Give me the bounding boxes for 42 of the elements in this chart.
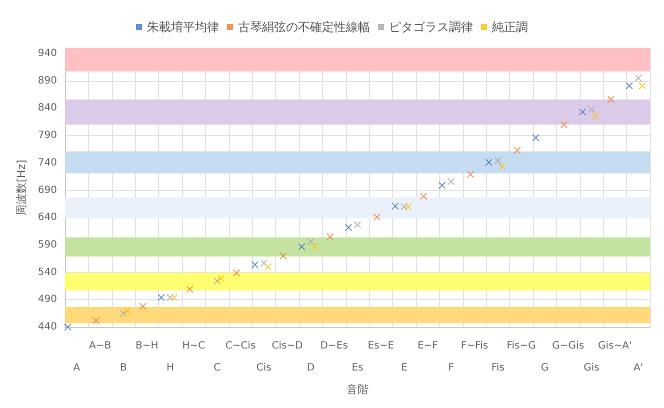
x-tick-label: C~Cis [225,340,256,352]
x-tick-label: Gis~A' [598,340,632,352]
x-tick-label: A [73,362,80,374]
x-tick-label: A' [634,362,644,374]
x-tick-label: A~B [89,340,112,352]
x-tick-label: H~C [182,340,206,352]
legend-label: ピタゴラス調律 [389,20,473,34]
y-tick-label: 740 [38,157,57,168]
y-tick-label: 940 [38,48,57,59]
y-tick-label: 890 [38,75,57,86]
x-tick-label: Es~E [368,340,394,352]
y-tick-label: 840 [38,102,57,114]
x-tick-label: F~Fis [460,340,488,352]
x-tick-label: G~Gis [552,340,584,352]
x-tick-label: G [540,362,549,374]
y-tick-label: 640 [38,212,57,224]
x-tick-label: Gis [584,362,600,374]
x-tick-label: D~Es [320,340,348,352]
x-axis-title: 音階 [346,383,368,396]
legend-label: 古琴絹弦の不確定性線幅 [238,20,370,34]
x-tick-label: F [448,362,454,374]
x-tick-label: Es [352,362,364,374]
legend-label: 純正調 [492,20,528,34]
y-tick-label: 440 [38,322,57,333]
x-tick-label: B [120,362,128,374]
x-tick-label: H [166,362,174,374]
x-tick-label: C [214,362,221,374]
x-tick-label: Cis [256,362,272,374]
x-tick-label: Cis~D [272,340,304,352]
x-tick-label: Fis [491,362,504,374]
y-tick-label: 690 [38,184,57,196]
legend-label: 朱載堉平均律 [147,20,219,34]
y-tick-label: 590 [38,240,57,251]
x-tick-label: Fis~G [506,340,536,352]
y-tick-label: 490 [38,294,57,306]
y-axis-title: 周波数[Hz] [15,160,28,216]
x-tick-label: D [306,362,315,374]
y-tick-label: 790 [38,130,57,142]
x-tick-label: E [401,362,408,374]
x-tick-label: E~F [417,340,438,352]
y-tick-label: 540 [38,266,57,278]
x-tick-label: B~H [136,340,158,352]
